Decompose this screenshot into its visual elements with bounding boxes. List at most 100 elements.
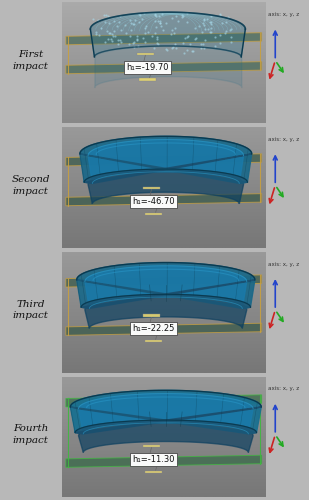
Point xyxy=(222,30,227,38)
Point xyxy=(152,12,157,20)
Point xyxy=(200,40,205,48)
Point xyxy=(143,22,148,30)
Point xyxy=(174,44,179,52)
Point xyxy=(209,18,214,26)
Point xyxy=(108,35,113,43)
Point xyxy=(114,22,119,30)
Point xyxy=(224,18,229,26)
Point xyxy=(102,18,107,26)
Point xyxy=(169,14,174,22)
Point xyxy=(198,44,203,52)
Point xyxy=(186,32,191,40)
Point xyxy=(135,34,140,42)
Point xyxy=(153,22,158,30)
Point xyxy=(205,15,210,23)
Point xyxy=(217,31,222,39)
Point xyxy=(143,28,148,36)
Bar xyxy=(139,78,156,80)
Point xyxy=(154,12,159,20)
Point xyxy=(160,26,165,34)
Point xyxy=(201,21,206,29)
Point xyxy=(183,34,188,42)
Point xyxy=(173,24,178,32)
Point xyxy=(128,18,133,26)
Text: h₁=-46.70: h₁=-46.70 xyxy=(132,197,175,206)
Polygon shape xyxy=(66,194,262,205)
Point xyxy=(122,22,127,30)
Text: axis: x, y, z: axis: x, y, z xyxy=(268,137,299,142)
Point xyxy=(137,10,142,18)
Point xyxy=(102,12,107,20)
Point xyxy=(202,16,207,24)
Point xyxy=(200,28,205,36)
Point xyxy=(118,36,123,44)
Point xyxy=(96,30,101,38)
Point xyxy=(205,25,210,33)
Point xyxy=(142,9,146,17)
Point xyxy=(139,15,144,23)
Text: Third
impact: Third impact xyxy=(13,300,49,320)
Point xyxy=(133,16,138,24)
Point xyxy=(226,14,231,22)
Text: h₁=-22.25: h₁=-22.25 xyxy=(132,324,175,333)
Polygon shape xyxy=(84,154,252,184)
Point xyxy=(157,12,162,20)
Point xyxy=(184,34,189,42)
Point xyxy=(119,38,124,46)
Polygon shape xyxy=(80,154,248,184)
Point xyxy=(141,34,146,42)
Polygon shape xyxy=(88,168,243,204)
Point xyxy=(152,17,157,25)
Point xyxy=(153,10,158,18)
Point xyxy=(149,32,154,40)
Point xyxy=(113,32,118,40)
Point xyxy=(110,38,115,46)
Point xyxy=(209,24,214,32)
Point xyxy=(193,24,197,32)
Point xyxy=(218,12,222,20)
Bar xyxy=(146,471,162,473)
Point xyxy=(218,10,222,18)
Point xyxy=(93,28,98,36)
Polygon shape xyxy=(88,140,243,184)
Point xyxy=(180,11,184,19)
Bar xyxy=(143,445,160,448)
Point xyxy=(198,40,203,48)
Point xyxy=(209,28,214,36)
Point xyxy=(130,39,135,47)
Point xyxy=(110,30,115,38)
Point xyxy=(171,29,176,37)
Polygon shape xyxy=(75,420,256,434)
Point xyxy=(98,24,103,32)
Polygon shape xyxy=(66,275,262,287)
Point xyxy=(191,47,196,55)
Point xyxy=(155,18,160,25)
Polygon shape xyxy=(90,12,245,57)
Point xyxy=(227,26,232,34)
Point xyxy=(112,16,116,24)
Point xyxy=(157,17,162,25)
Polygon shape xyxy=(66,455,262,468)
Point xyxy=(228,33,233,41)
Point xyxy=(228,26,233,34)
Point xyxy=(127,16,132,24)
Text: h₁=-19.70: h₁=-19.70 xyxy=(126,62,169,72)
Point xyxy=(194,34,199,42)
Point xyxy=(228,38,233,46)
Point xyxy=(96,16,101,24)
Point xyxy=(220,20,225,28)
Point xyxy=(106,28,111,36)
Text: axis: x, y, z: axis: x, y, z xyxy=(268,12,299,17)
Point xyxy=(123,29,128,37)
Bar xyxy=(146,213,162,215)
Bar xyxy=(143,188,160,190)
Point xyxy=(180,13,185,21)
Point xyxy=(105,12,110,20)
Polygon shape xyxy=(75,407,261,434)
Point xyxy=(158,19,163,27)
Point xyxy=(213,34,218,42)
Polygon shape xyxy=(66,395,262,407)
Point xyxy=(159,22,164,30)
Point xyxy=(155,34,160,42)
Text: Second
impact: Second impact xyxy=(12,175,50,196)
